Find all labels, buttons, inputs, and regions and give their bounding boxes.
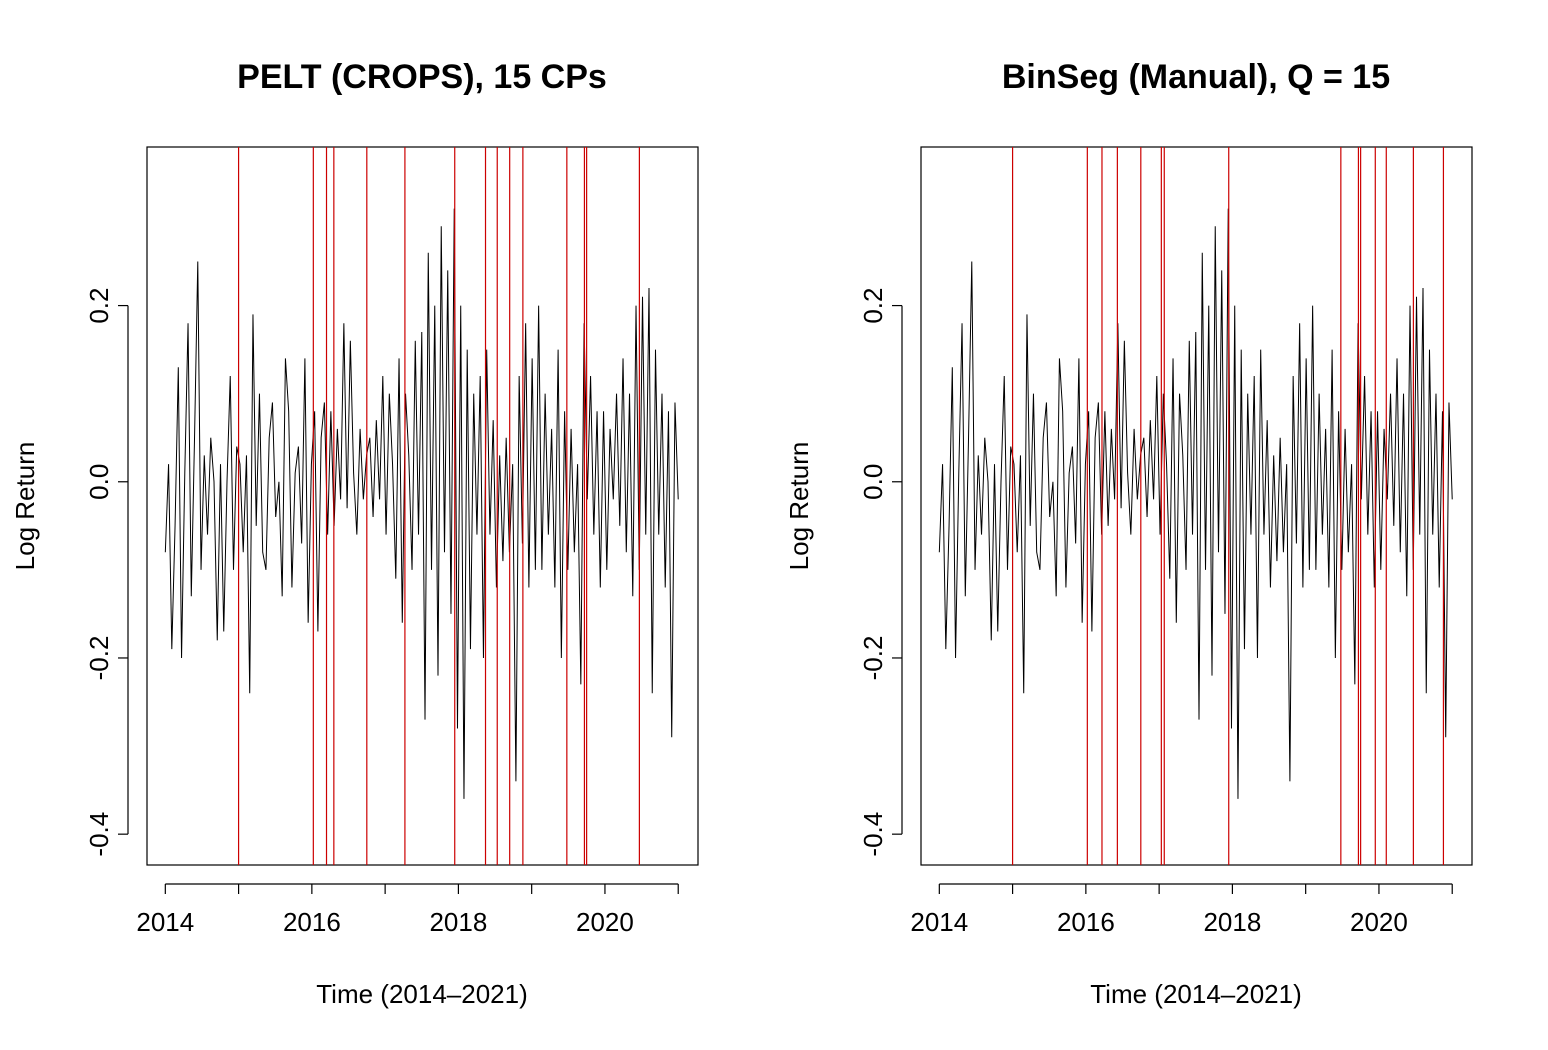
series-line <box>164 208 679 799</box>
x-tick-label: 2020 <box>1350 907 1408 937</box>
x-tick-label: 2018 <box>429 907 487 937</box>
x-tick-label: 2016 <box>283 907 341 937</box>
y-tick-label: -0.2 <box>858 636 888 681</box>
y-tick-label: 0.2 <box>84 287 114 323</box>
x-tick-label: 2020 <box>576 907 634 937</box>
x-tick-label: 2014 <box>136 907 194 937</box>
plot-frame <box>146 146 699 866</box>
series-line <box>938 208 1453 799</box>
y-tick-label: -0.4 <box>84 812 114 857</box>
x-axis-label: Time (2014–2021) <box>316 979 528 1009</box>
y-tick-label: 0.0 <box>858 464 888 500</box>
x-tick-label: 2014 <box>910 907 968 937</box>
y-tick-label: -0.2 <box>84 636 114 681</box>
y-tick-label: 0.2 <box>858 287 888 323</box>
chart-title: BinSeg (Manual), Q = 15 <box>1002 58 1390 96</box>
y-axis-label: Log Return <box>10 442 40 571</box>
chart-title: PELT (CROPS), 15 CPs <box>237 58 607 96</box>
x-axis-label: Time (2014–2021) <box>1090 979 1302 1009</box>
y-tick-label: -0.4 <box>858 812 888 857</box>
x-tick-label: 2018 <box>1203 907 1261 937</box>
chart-panel-pelt: PELT (CROPS), 15 CPs Time (2014–2021) Lo… <box>10 58 699 1009</box>
plot-frame <box>920 146 1473 866</box>
x-tick-label: 2016 <box>1057 907 1115 937</box>
chart-panel-binseg: BinSeg (Manual), Q = 15 Time (2014–2021)… <box>784 58 1473 1009</box>
y-tick-label: 0.0 <box>84 464 114 500</box>
y-axis-label: Log Return <box>784 442 814 571</box>
